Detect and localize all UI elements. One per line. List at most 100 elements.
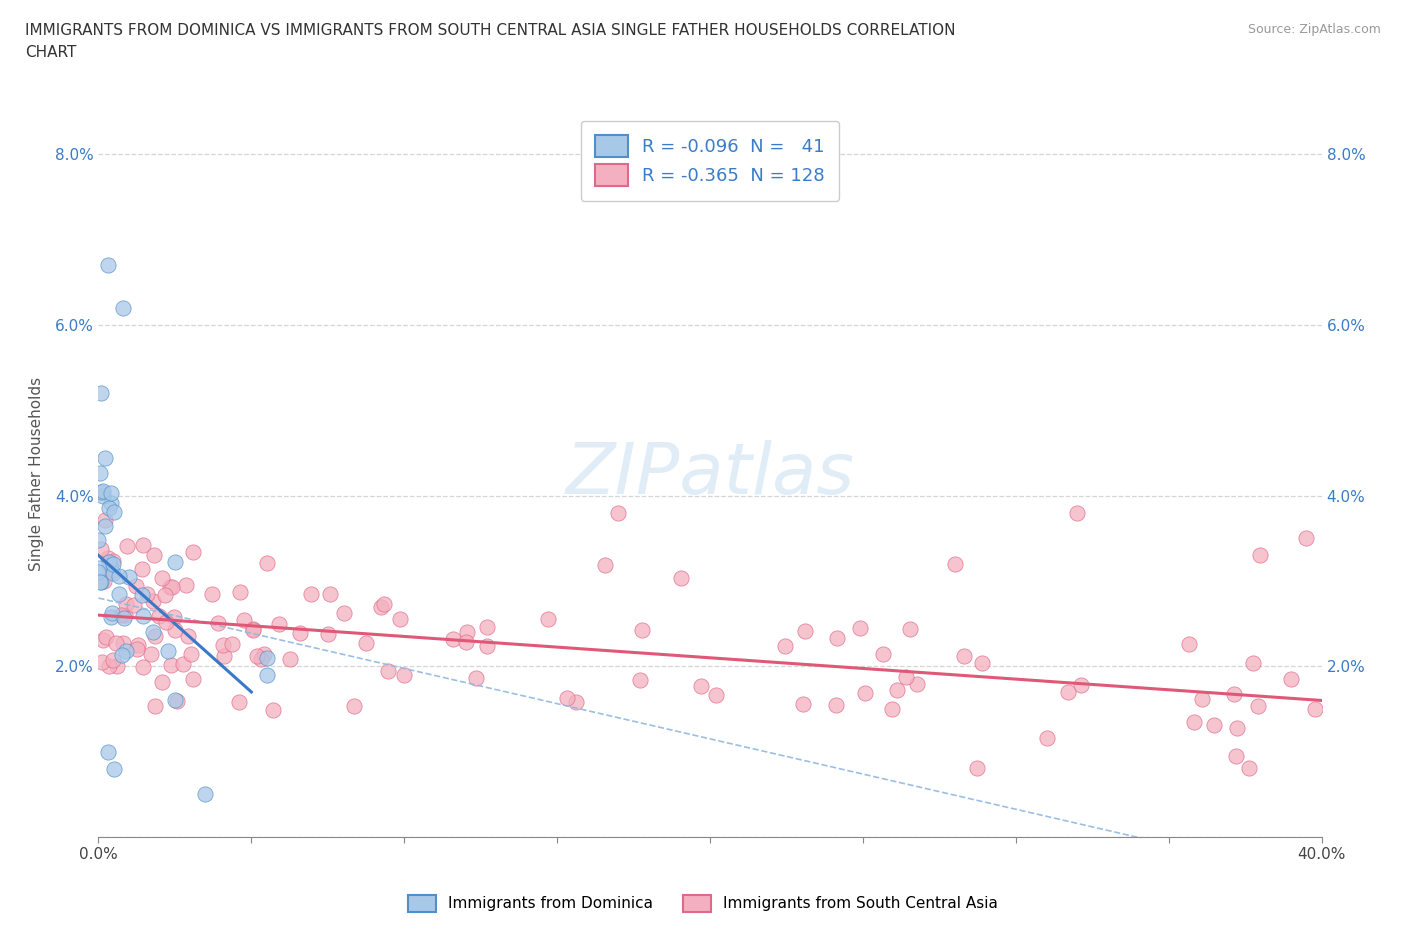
Point: [233, 613, 256, 628]
Point: [160, 579, 183, 594]
Point: [207, 616, 229, 631]
Point: [150, 675, 173, 690]
Point: [872, 646, 894, 661]
Point: [91, 632, 114, 647]
Point: [256, 668, 278, 683]
Point: [159, 658, 181, 672]
Point: [898, 621, 921, 636]
Point: [1249, 548, 1271, 563]
Point: [98, 554, 121, 569]
Point: [91, 655, 114, 670]
Point: [132, 538, 155, 552]
Point: [246, 649, 269, 664]
Point: [1247, 698, 1270, 713]
Point: [212, 638, 235, 653]
Point: [108, 568, 131, 583]
Point: [105, 658, 128, 673]
Point: [631, 622, 654, 637]
Point: [392, 668, 415, 683]
Point: [131, 562, 153, 577]
Text: CHART: CHART: [25, 45, 77, 60]
Point: [557, 690, 579, 705]
Point: [142, 593, 165, 608]
Legend: Immigrants from Dominica, Immigrants from South Central Asia: Immigrants from Dominica, Immigrants fro…: [402, 889, 1004, 918]
Point: [886, 683, 908, 698]
Point: [93, 518, 115, 533]
Point: [242, 622, 264, 637]
Point: [125, 578, 148, 593]
Point: [1241, 656, 1264, 671]
Point: [537, 611, 560, 626]
Point: [94, 630, 117, 644]
Point: [180, 646, 202, 661]
Point: [97, 744, 120, 759]
Point: [100, 609, 122, 624]
Point: [107, 586, 129, 601]
Point: [242, 621, 264, 636]
Point: [228, 695, 250, 710]
Point: [456, 634, 478, 649]
Point: [103, 504, 125, 519]
Point: [111, 636, 134, 651]
Point: [174, 578, 197, 592]
Point: [1295, 531, 1317, 546]
Point: [792, 697, 814, 711]
Point: [181, 671, 204, 686]
Point: [142, 547, 165, 562]
Point: [441, 631, 464, 646]
Point: [100, 563, 122, 578]
Point: [475, 620, 498, 635]
Point: [1226, 721, 1249, 736]
Point: [465, 671, 488, 685]
Point: [131, 588, 153, 603]
Point: [114, 596, 136, 611]
Point: [127, 638, 149, 653]
Point: [111, 648, 134, 663]
Point: [1237, 761, 1260, 776]
Point: [90, 542, 112, 557]
Point: [1279, 671, 1302, 686]
Point: [456, 624, 478, 639]
Point: [97, 551, 120, 565]
Text: Source: ZipAtlas.com: Source: ZipAtlas.com: [1247, 23, 1381, 36]
Point: [280, 652, 302, 667]
Point: [943, 556, 966, 571]
Point: [1066, 505, 1088, 520]
Point: [111, 300, 134, 315]
Point: [125, 642, 148, 657]
Point: [141, 647, 163, 662]
Point: [98, 557, 121, 572]
Point: [157, 644, 180, 658]
Point: [163, 623, 186, 638]
Point: [354, 635, 377, 650]
Point: [103, 762, 125, 777]
Point: [166, 694, 188, 709]
Point: [855, 685, 877, 700]
Point: [953, 649, 976, 664]
Point: [143, 629, 166, 644]
Point: [101, 605, 124, 620]
Point: [256, 650, 278, 665]
Point: [97, 658, 120, 673]
Point: [228, 585, 250, 600]
Point: [1303, 702, 1326, 717]
Point: [669, 570, 692, 585]
Point: [966, 761, 988, 776]
Point: [1036, 730, 1059, 745]
Point: [153, 588, 176, 603]
Point: [849, 621, 872, 636]
Point: [775, 639, 797, 654]
Point: [593, 558, 616, 573]
Point: [1177, 636, 1199, 651]
Point: [110, 607, 132, 622]
Point: [150, 570, 173, 585]
Point: [142, 624, 165, 639]
Point: [101, 553, 124, 568]
Point: [118, 569, 141, 584]
Point: [131, 609, 153, 624]
Point: [194, 787, 217, 802]
Point: [159, 580, 181, 595]
Point: [318, 587, 340, 602]
Point: [91, 488, 114, 503]
Point: [1070, 678, 1092, 693]
